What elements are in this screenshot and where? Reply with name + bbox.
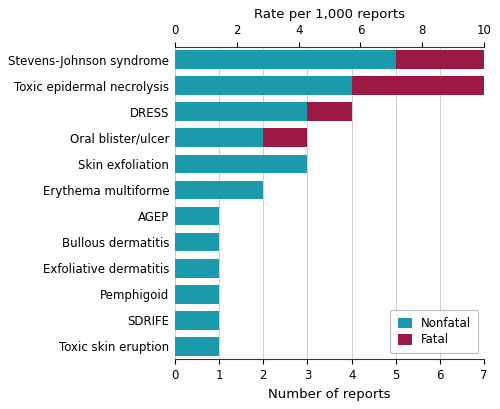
Bar: [175, 337, 219, 356]
Bar: [175, 76, 352, 95]
Bar: [175, 207, 219, 225]
Bar: [175, 155, 308, 173]
X-axis label: Number of reports: Number of reports: [268, 388, 391, 401]
Bar: [396, 50, 500, 69]
Bar: [175, 50, 396, 69]
X-axis label: Rate per 1,000 reports: Rate per 1,000 reports: [254, 8, 405, 21]
Bar: [175, 285, 219, 303]
Legend: Nonfatal, Fatal: Nonfatal, Fatal: [390, 310, 478, 353]
Bar: [175, 311, 219, 330]
Bar: [264, 128, 308, 147]
Bar: [175, 128, 264, 147]
Bar: [175, 181, 264, 199]
Bar: [175, 102, 308, 121]
Bar: [175, 233, 219, 252]
Bar: [308, 102, 352, 121]
Bar: [175, 259, 219, 278]
Bar: [352, 76, 484, 95]
